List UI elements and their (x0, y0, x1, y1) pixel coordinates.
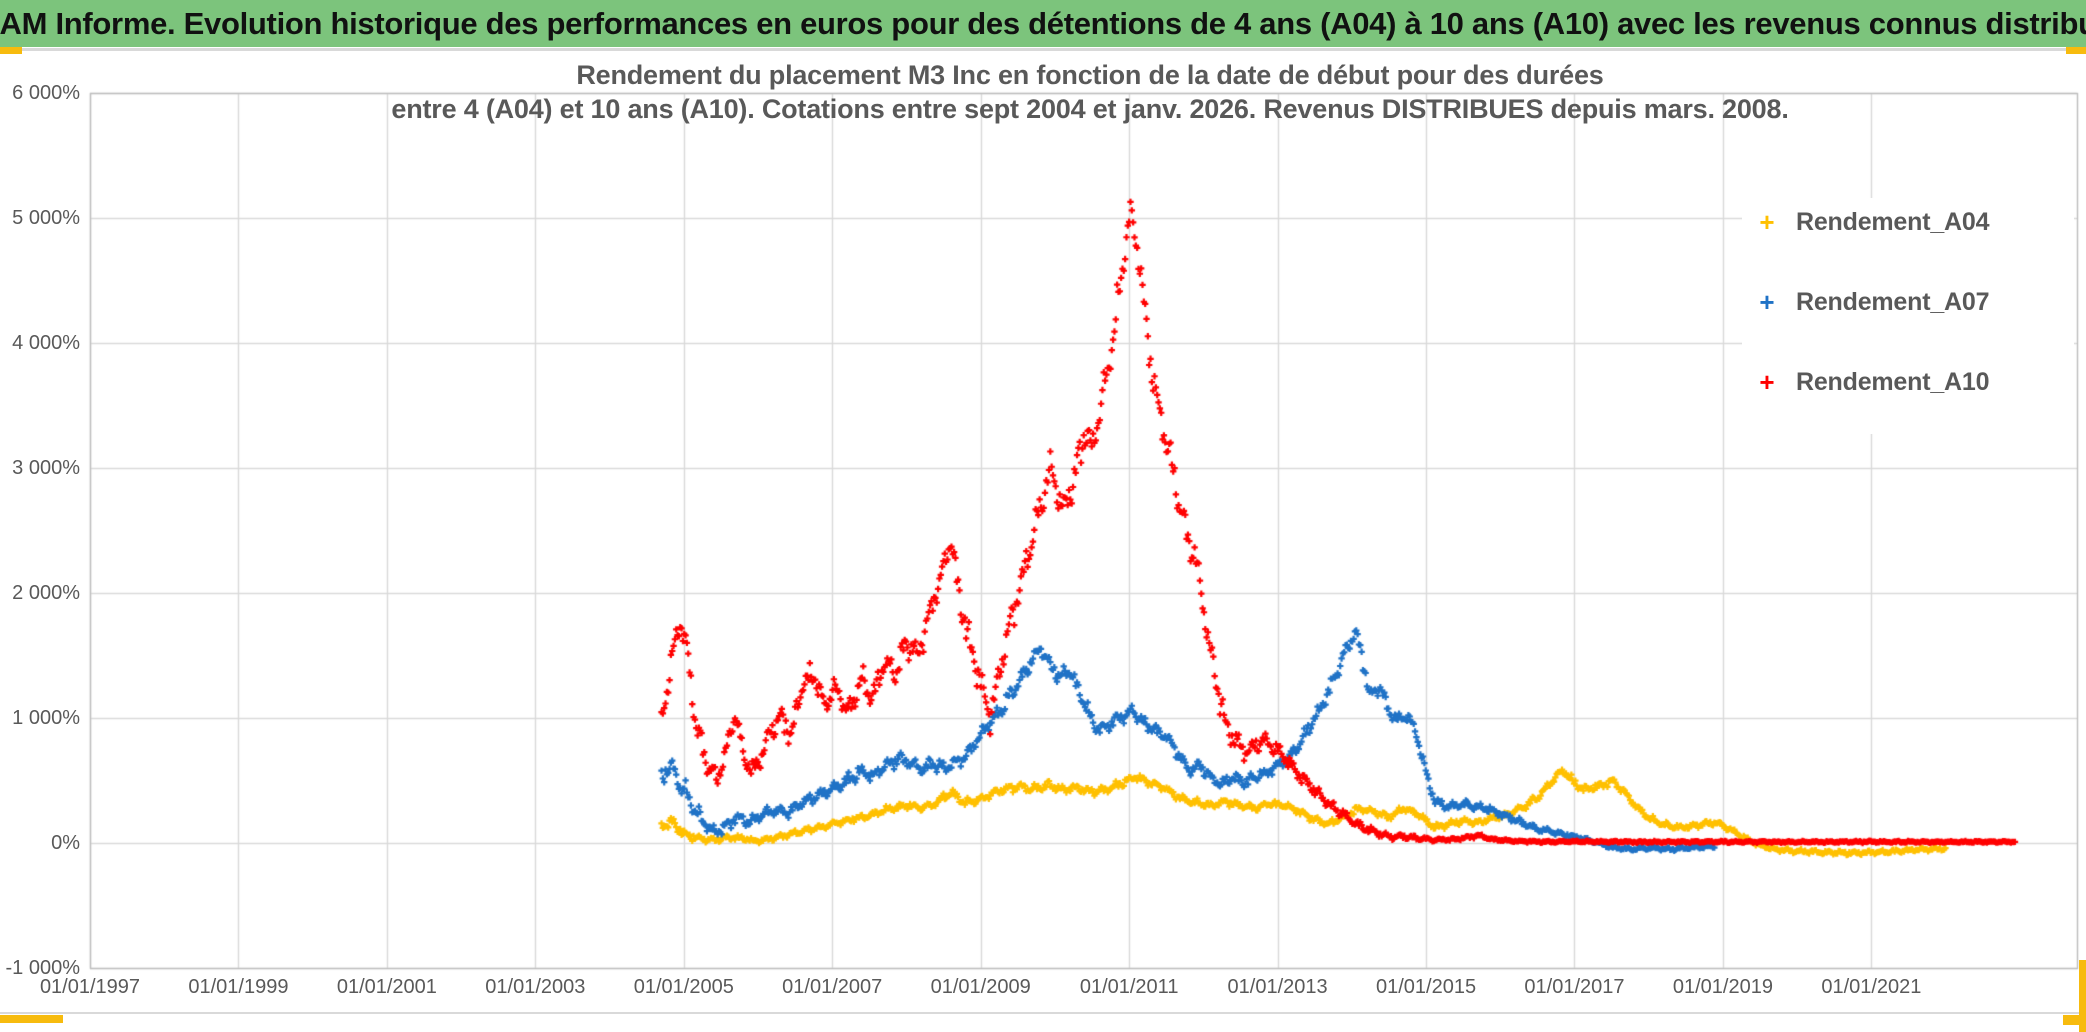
y-axis-tick-label: 6 000% (12, 82, 80, 104)
chart-title-line-2: entre 4 (A04) et 10 ans (A10). Cotations… (391, 94, 1789, 124)
plus-marker-icon: + (1759, 367, 1775, 397)
y-axis-tick-label: 1 000% (12, 707, 80, 729)
legend-item-a04[interactable]: + Rendement_A04 (1742, 200, 2074, 244)
x-axis-tick-label: 01/01/2021 (1821, 976, 1922, 998)
y-axis-tick-label: 4 000% (12, 332, 80, 354)
plus-marker-icon: + (1759, 207, 1775, 237)
y-axis-tick-label: 5 000% (12, 207, 80, 229)
x-axis-tick-label: 01/01/2019 (1672, 976, 1773, 998)
x-axis-tick-label: 01/01/2009 (930, 976, 1031, 998)
gold-accent-right-edge (2079, 960, 2086, 1032)
y-axis-tick-label: -1 000% (5, 957, 81, 979)
gold-accent-bottom-right (2063, 1015, 2086, 1025)
x-axis-tick-label: 01/01/1997 (39, 976, 141, 998)
chart-title: Rendement du placement M3 Inc en fonctio… (250, 58, 1930, 126)
x-axis-tick-label: 01/01/2011 (1079, 976, 1179, 998)
gold-accent-bottom-left (0, 1015, 63, 1023)
x-axis-tick-label: 01/01/2017 (1524, 976, 1625, 998)
legend-item-a10[interactable]: + Rendement_A10 (1742, 360, 2074, 404)
x-axis-tick-label: 01/01/2005 (633, 976, 734, 998)
x-axis-tick-label: 01/01/2015 (1375, 976, 1477, 998)
y-axis-tick-label: 0% (51, 832, 80, 854)
plus-marker-icon: + (1759, 287, 1775, 317)
chart-title-line-1: Rendement du placement M3 Inc en fonctio… (576, 60, 1604, 90)
x-axis-tick-label: 01/01/2013 (1227, 976, 1328, 998)
legend-label: Rendement_A04 (1796, 207, 1990, 236)
x-axis-tick-label: 01/01/2007 (782, 976, 883, 998)
y-axis-tick-label: 3 000% (12, 457, 80, 479)
chart-legend[interactable]: + Rendement_A04 + Rendement_A07 + Rendem… (1742, 198, 2074, 434)
y-axis-tick-label: 2 000% (12, 582, 80, 604)
legend-item-a07[interactable]: + Rendement_A07 (1742, 280, 2074, 324)
legend-label: Rendement_A07 (1796, 287, 1990, 316)
x-axis-tick-label: 01/01/2003 (485, 976, 586, 998)
legend-label: Rendement_A10 (1796, 367, 1990, 396)
bottom-divider (0, 1012, 2086, 1014)
x-axis-tick-label: 01/01/1999 (188, 976, 289, 998)
x-axis-tick-label: 01/01/2001 (336, 976, 437, 998)
